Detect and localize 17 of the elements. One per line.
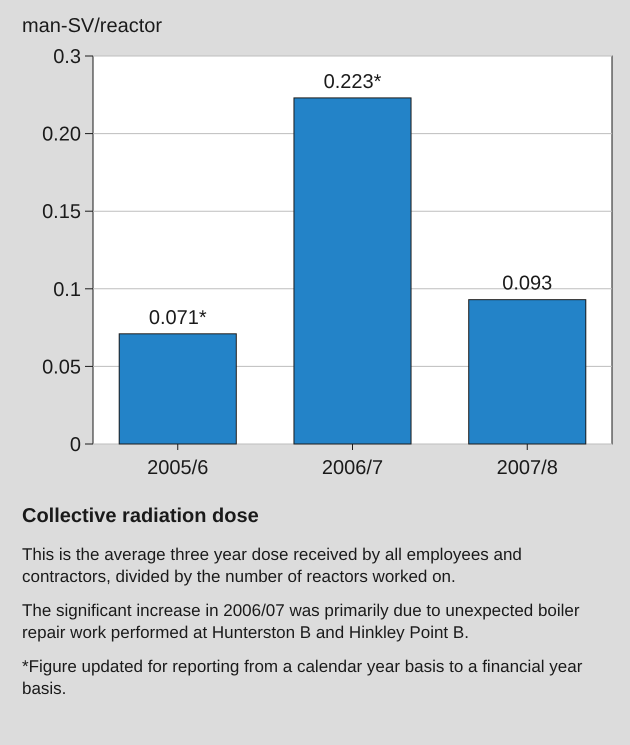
- y-axis-title: man-SV/reactor: [22, 15, 162, 37]
- y-tick-label: 0.20: [42, 124, 81, 146]
- x-tick-label: 2006/7: [322, 457, 384, 479]
- y-tick-label: 0.1: [53, 278, 81, 301]
- data-label: 0.223*: [324, 70, 382, 93]
- y-tick-label: 0.05: [42, 356, 81, 378]
- text: Collective radiation dose: [22, 505, 259, 527]
- y-tick-label: 0.3: [53, 46, 81, 68]
- x-tick-label: 2005/6: [147, 457, 208, 479]
- y-tick-label: 0.15: [42, 201, 81, 224]
- y-tick-label: 0: [70, 434, 81, 456]
- data-label: 0.071*: [148, 306, 207, 329]
- text: *Figure updated for reporting from a calendar year basis to a financial year basis.: [22, 657, 583, 698]
- text: This is the average three year dose received by all employees and contractors, divided by the number of reactors worked on.: [22, 545, 522, 586]
- x-tick-label: 2007/8: [496, 457, 558, 479]
- text: The significant increase in 2006/07 was primarily due to unexpected boiler repair work performed at Hunterston B and Hinkley Point B.: [22, 601, 580, 642]
- data-label: 0.093: [502, 272, 552, 295]
